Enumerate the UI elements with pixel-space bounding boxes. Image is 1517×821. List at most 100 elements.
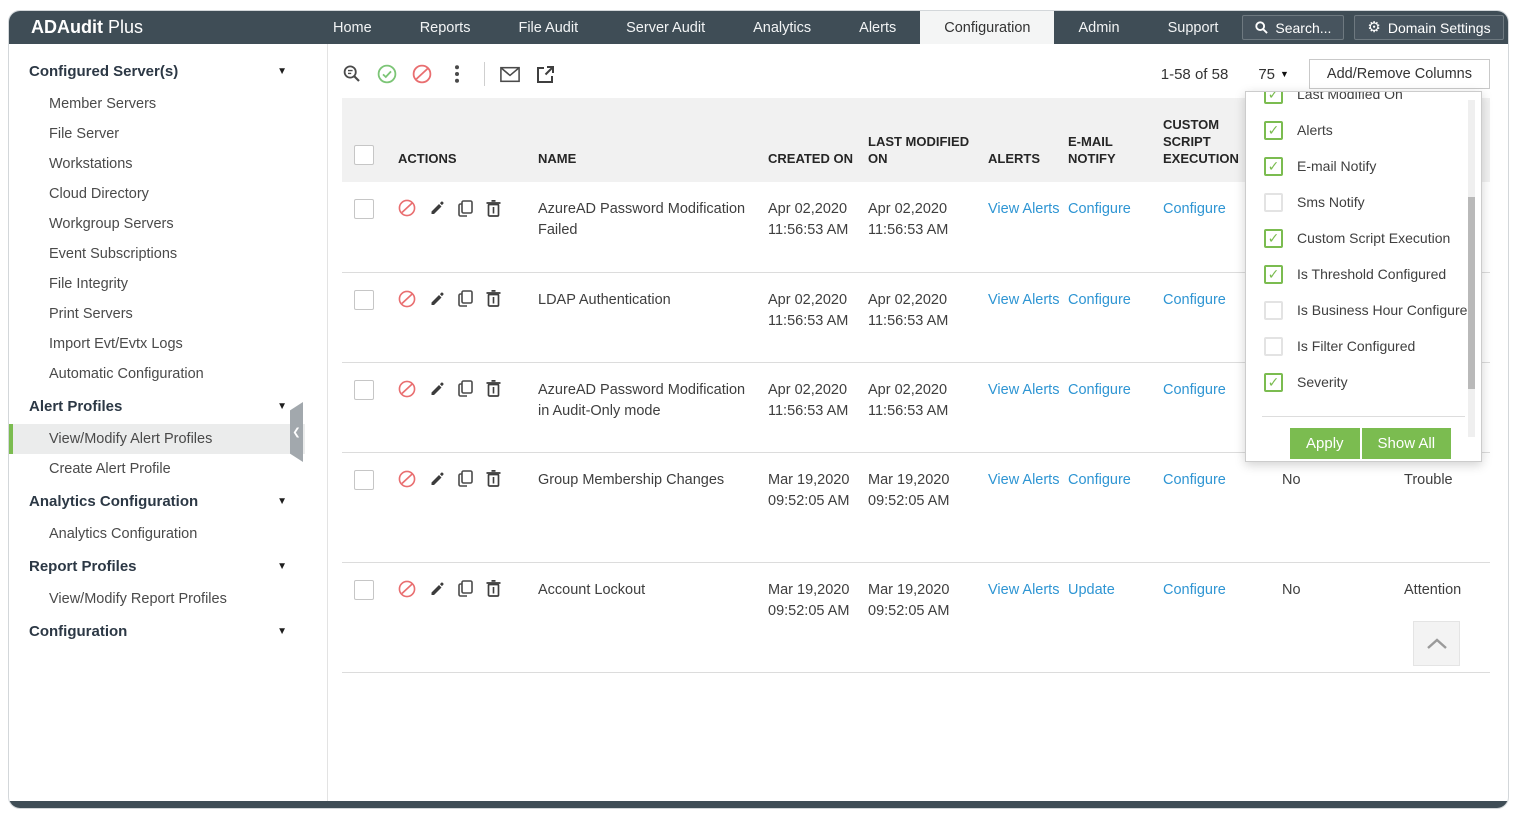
checkbox-unchecked-icon[interactable] — [1264, 192, 1283, 212]
column-option-last-modified-on[interactable]: ✓ Last Modified On — [1246, 92, 1481, 112]
sidebar-item-event-subscriptions[interactable]: Event Subscriptions — [49, 246, 178, 262]
sidebar-item-cloud-directory[interactable]: Cloud Directory — [49, 186, 149, 202]
column-option-severity[interactable]: ✓ Severity — [1246, 364, 1481, 400]
nav-item-configuration[interactable]: Configuration — [920, 11, 1055, 44]
custom-script-link[interactable]: Configure — [1163, 201, 1226, 217]
enable-selected-icon[interactable] — [377, 64, 397, 84]
copy-icon[interactable] — [458, 580, 473, 597]
dropdown-scrollbar-thumb[interactable] — [1468, 197, 1475, 389]
delete-icon[interactable] — [486, 290, 501, 307]
nav-item-analytics[interactable]: Analytics — [753, 19, 812, 36]
column-option-is-filter-configured[interactable]: Is Filter Configured — [1246, 328, 1481, 364]
nav-item-file-audit[interactable]: File Audit — [518, 19, 579, 36]
email-notify-link[interactable]: Configure — [1068, 291, 1131, 308]
row-checkbox[interactable] — [354, 579, 374, 600]
nav-item-support[interactable]: Support — [1167, 19, 1219, 36]
email-notify-link[interactable]: Update — [1068, 581, 1115, 598]
edit-icon[interactable] — [429, 381, 445, 397]
nav-item-home[interactable]: Home — [333, 19, 372, 36]
email-notify-link[interactable]: Configure — [1068, 471, 1131, 488]
select-all-checkbox[interactable] — [354, 145, 374, 165]
domain-settings-button[interactable]: ⚙ Domain Settings — [1354, 15, 1504, 40]
sidebar-item-workstations[interactable]: Workstations — [49, 156, 133, 172]
sidebar-section-configuration[interactable]: Configuration ▼ — [9, 614, 305, 649]
copy-icon[interactable] — [458, 290, 473, 307]
sidebar-section-configured-servers[interactable]: Configured Server(s) ▼ — [9, 54, 305, 89]
nav-item-admin[interactable]: Admin — [1078, 19, 1120, 36]
sidebar-item-create-alert-profile[interactable]: Create Alert Profile — [49, 461, 171, 477]
nav-item-alerts[interactable]: Alerts — [859, 19, 897, 36]
delete-icon[interactable] — [486, 470, 501, 487]
column-search-icon[interactable] — [342, 64, 362, 84]
copy-icon[interactable] — [458, 470, 473, 487]
delete-icon[interactable] — [486, 580, 501, 597]
page-size-select[interactable]: 75 ▼ — [1258, 66, 1289, 83]
edit-icon[interactable] — [429, 291, 445, 307]
disable-icon[interactable] — [398, 580, 416, 598]
view-alerts-link[interactable]: View Alerts — [988, 381, 1060, 398]
sidebar-item-file-server[interactable]: File Server — [49, 126, 120, 142]
column-option-is-threshold-configured[interactable]: ✓ Is Threshold Configured — [1246, 256, 1481, 292]
row-checkbox[interactable] — [354, 289, 374, 310]
scroll-to-top-button[interactable] — [1413, 621, 1460, 666]
checkbox-checked-icon[interactable]: ✓ — [1264, 228, 1283, 248]
email-notify-link[interactable]: Configure — [1068, 201, 1131, 217]
custom-script-link[interactable]: Configure — [1163, 381, 1226, 398]
sidebar-item-print-servers[interactable]: Print Servers — [49, 306, 133, 322]
view-alerts-link[interactable]: View Alerts — [988, 581, 1060, 598]
email-icon[interactable] — [500, 64, 520, 84]
sidebar-section-alert-profiles[interactable]: Alert Profiles ▼ — [9, 389, 305, 424]
add-remove-columns-button[interactable]: Add/Remove Columns — [1308, 59, 1490, 89]
disable-icon[interactable] — [398, 470, 416, 488]
search-button[interactable]: Search... — [1242, 15, 1345, 40]
checkbox-unchecked-icon[interactable] — [1264, 336, 1283, 356]
row-checkbox[interactable] — [354, 469, 374, 490]
edit-icon[interactable] — [429, 581, 445, 597]
view-alerts-link[interactable]: View Alerts — [988, 201, 1060, 217]
show-all-button[interactable]: Show All — [1361, 428, 1452, 459]
sidebar-collapse-handle[interactable]: ❮ — [290, 402, 303, 462]
checkbox-unchecked-icon[interactable] — [1264, 300, 1283, 320]
edit-icon[interactable] — [429, 200, 445, 216]
disable-icon[interactable] — [398, 380, 416, 398]
column-option-custom-script-execution[interactable]: ✓ Custom Script Execution — [1246, 220, 1481, 256]
edit-icon[interactable] — [429, 471, 445, 487]
delete-icon[interactable] — [486, 380, 501, 397]
column-option-sms-notify[interactable]: Sms Notify — [1246, 184, 1481, 220]
row-checkbox[interactable] — [354, 199, 374, 219]
custom-script-link[interactable]: Configure — [1163, 471, 1226, 488]
sidebar-item-view-modify-report-profiles[interactable]: View/Modify Report Profiles — [49, 591, 227, 607]
sidebar-section-analytics-configuration[interactable]: Analytics Configuration ▼ — [9, 484, 305, 519]
sidebar-item-import-evt-logs[interactable]: Import Evt/Evtx Logs — [49, 336, 183, 352]
email-notify-link[interactable]: Configure — [1068, 381, 1131, 398]
more-options-icon[interactable] — [447, 64, 467, 84]
sidebar-item-workgroup-servers[interactable]: Workgroup Servers — [49, 216, 174, 232]
nav-item-server-audit[interactable]: Server Audit — [626, 19, 706, 36]
checkbox-checked-icon[interactable]: ✓ — [1264, 92, 1283, 104]
copy-icon[interactable] — [458, 380, 473, 397]
sidebar-section-report-profiles[interactable]: Report Profiles ▼ — [9, 549, 305, 584]
sidebar-item-view-modify-alert-profiles[interactable]: View/Modify Alert Profiles — [9, 424, 305, 454]
sidebar-item-member-servers[interactable]: Member Servers — [49, 96, 157, 112]
custom-script-link[interactable]: Configure — [1163, 581, 1226, 598]
sidebar-item-file-integrity[interactable]: File Integrity — [49, 276, 128, 292]
copy-icon[interactable] — [458, 199, 473, 217]
sidebar-item-analytics-configuration[interactable]: Analytics Configuration — [49, 526, 198, 542]
checkbox-checked-icon[interactable]: ✓ — [1264, 120, 1283, 140]
custom-script-link[interactable]: Configure — [1163, 291, 1226, 308]
view-alerts-link[interactable]: View Alerts — [988, 471, 1060, 488]
disable-icon[interactable] — [398, 290, 416, 308]
nav-item-reports[interactable]: Reports — [419, 19, 471, 36]
disable-selected-icon[interactable] — [412, 64, 432, 84]
disable-icon[interactable] — [398, 199, 416, 217]
column-option-email-notify[interactable]: ✓ E-mail Notify — [1246, 148, 1481, 184]
view-alerts-link[interactable]: View Alerts — [988, 291, 1060, 308]
checkbox-checked-icon[interactable]: ✓ — [1264, 372, 1283, 392]
checkbox-checked-icon[interactable]: ✓ — [1264, 264, 1283, 284]
sidebar-item-automatic-configuration[interactable]: Automatic Configuration — [49, 366, 204, 382]
checkbox-checked-icon[interactable]: ✓ — [1264, 156, 1283, 176]
row-checkbox[interactable] — [354, 379, 374, 400]
apply-button[interactable]: Apply — [1290, 428, 1360, 459]
column-option-is-business-hour-configured[interactable]: Is Business Hour Configured — [1246, 292, 1481, 328]
export-icon[interactable] — [535, 64, 555, 84]
